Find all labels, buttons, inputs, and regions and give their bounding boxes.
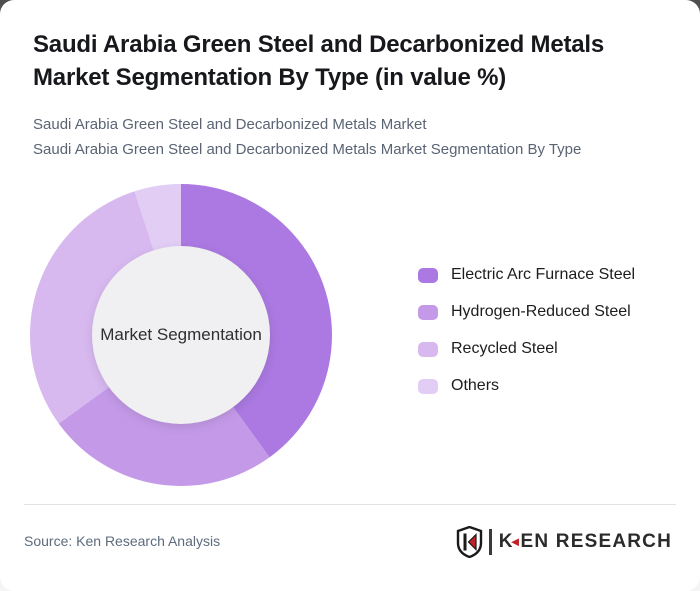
legend-item-hydrogen-reduced-steel: Hydrogen-Reduced Steel	[418, 303, 635, 320]
legend-label: Others	[451, 377, 500, 394]
legend-item-recycled-steel: Recycled Steel	[418, 340, 635, 357]
logo-divider-bar	[489, 529, 492, 555]
legend-swatch-icon	[418, 341, 438, 357]
subtitle-line-2: Saudi Arabia Green Steel and Decarbonize…	[33, 141, 582, 158]
subtitle-block: Saudi Arabia Green Steel and Decarbonize…	[33, 112, 683, 162]
red-arrow-icon: ◄	[508, 534, 522, 549]
page-title-line-2: Market Segmentation By Type (in value %)	[33, 64, 506, 91]
subtitle-line-1: Saudi Arabia Green Steel and Decarbonize…	[33, 116, 427, 133]
chart-legend: Electric Arc Furnace Steel Hydrogen-Redu…	[418, 266, 636, 415]
donut-center-label: Market Segmentation	[100, 325, 262, 344]
source-note: Source: Ken Research Analysis	[24, 533, 221, 549]
donut-hole: Market Segmentation	[92, 246, 270, 424]
page-title-line-1: Saudi Arabia Green Steel and Decarbonize…	[33, 31, 605, 58]
legend-item-others: Others	[418, 377, 635, 394]
legend-swatch-icon	[418, 267, 438, 283]
wordmark-k: K	[498, 531, 514, 552]
wordmark-rest: EN RESEARCH	[520, 531, 672, 552]
legend-item-electric-arc-furnace-steel: Electric Arc Furnace Steel	[418, 266, 636, 283]
footer-divider	[24, 504, 676, 505]
ken-research-logo: K◄EN RESEARCH	[456, 526, 672, 558]
ken-research-shield-icon	[457, 526, 483, 558]
legend-swatch-icon	[418, 304, 438, 320]
ken-research-wordmark: K◄EN RESEARCH	[499, 531, 672, 553]
legend-swatch-icon	[418, 378, 438, 394]
legend-label: Electric Arc Furnace Steel	[451, 266, 636, 283]
legend-label: Recycled Steel	[451, 340, 558, 357]
legend-label: Hydrogen-Reduced Steel	[451, 303, 631, 320]
page-title: Saudi Arabia Green Steel and Decarbonize…	[33, 28, 673, 94]
donut-chart-area: Market Segmentation	[30, 184, 332, 486]
